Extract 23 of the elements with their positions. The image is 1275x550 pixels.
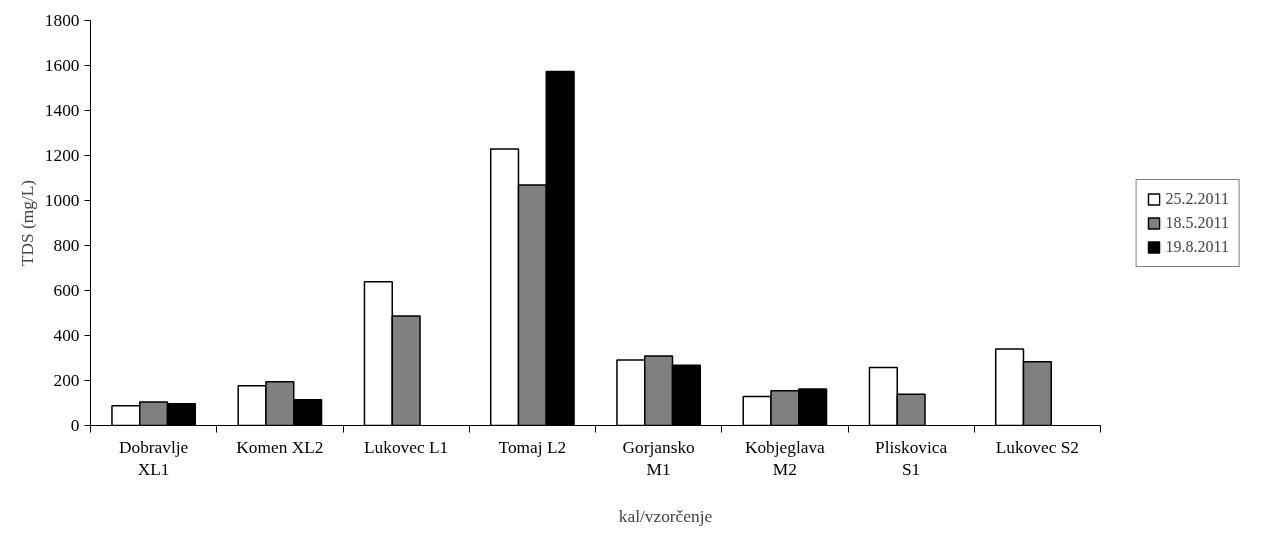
x-tick-label: Pliskovica S1 — [875, 437, 948, 480]
y-tick-label: 1800 — [44, 11, 80, 30]
y-tick-label: 0 — [70, 416, 80, 435]
x-tick-label: Lukovec S2 — [995, 437, 1080, 457]
y-tick-label: 600 — [53, 281, 80, 300]
x-tick-label: Komen XL2 — [236, 437, 324, 457]
y-axis-title: TDS (mg/L) — [17, 179, 37, 267]
x-tick-label: Kobjeglava M2 — [744, 437, 826, 480]
x-tick-label: Gorjansko M1 — [622, 437, 695, 480]
y-tick-label: 200 — [53, 371, 80, 390]
y-tick-label: 1000 — [44, 191, 80, 210]
y-tick-label: 1200 — [44, 146, 80, 165]
legend-label: 25.2.2011 — [1165, 189, 1229, 208]
x-tick-label: Lukovec L1 — [364, 437, 449, 457]
y-tick-label: 1600 — [44, 56, 80, 75]
legend-label: 18.5.2011 — [1165, 213, 1229, 232]
x-tick-label: Tomaj L2 — [498, 437, 567, 457]
y-tick-label: 1400 — [44, 101, 80, 120]
y-tick-label: 400 — [53, 326, 80, 345]
y-tick-label: 800 — [53, 236, 80, 255]
x-axis-title: kal/vzorčenje — [618, 507, 713, 527]
x-tick-label: Dobravlje XL1 — [118, 437, 189, 480]
legend-label: 19.8.2011 — [1165, 237, 1229, 256]
